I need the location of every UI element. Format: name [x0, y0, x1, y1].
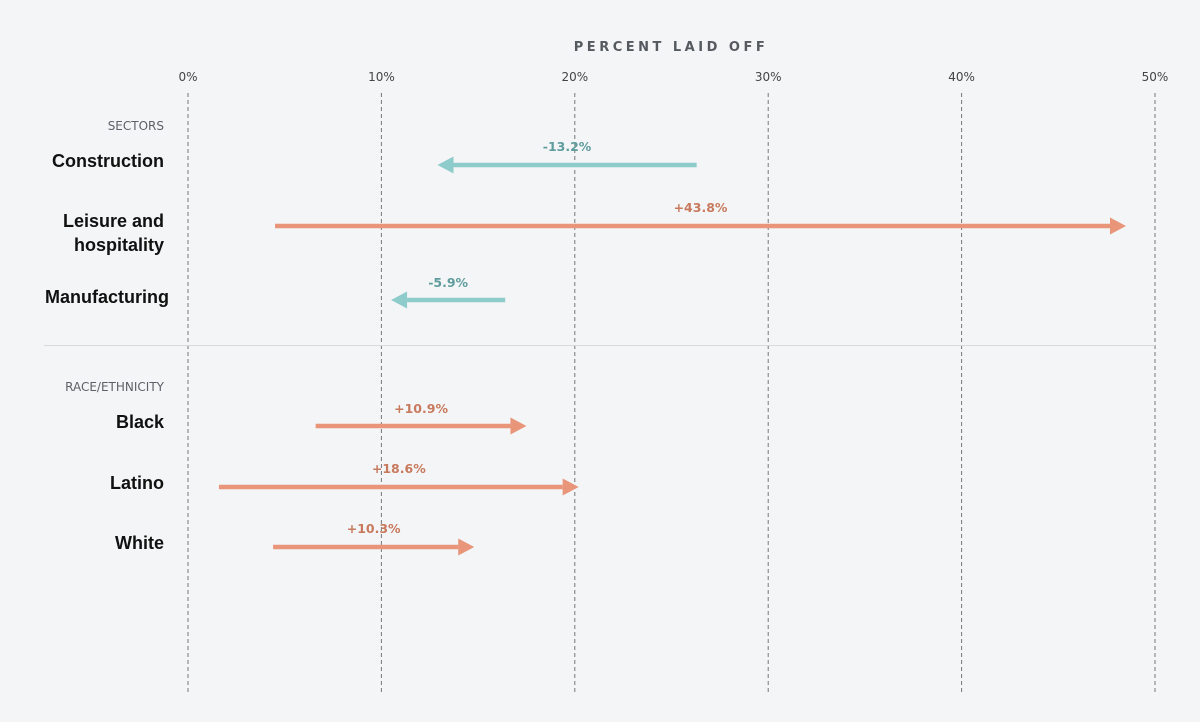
- arrow-head: [458, 538, 475, 556]
- category-label: Construction: [52, 151, 164, 171]
- x-tick-label: 40%: [948, 70, 975, 84]
- axis-title: PERCENT LAID OFF: [574, 40, 768, 55]
- row-leisure-and-hospitality: Leisure and hospitality +43.8%: [63, 200, 1126, 255]
- x-tick-label: 10%: [368, 70, 395, 84]
- group-sectors: SECTORS Construction -13.2% Leisure and hosp…: [45, 119, 1126, 309]
- x-tick-label: 20%: [561, 70, 588, 84]
- x-tick-label: 30%: [755, 70, 782, 84]
- arrow-head: [437, 156, 454, 174]
- grid-lines: [187, 93, 1156, 693]
- arrow-head: [391, 291, 408, 309]
- change-label: +10.9%: [394, 401, 448, 416]
- category-label: White: [115, 533, 164, 553]
- chart-groups: SECTORS Construction -13.2% Leisure and hosp…: [44, 119, 1155, 556]
- category-label: Manufacturing: [45, 287, 169, 307]
- change-label: +10.3%: [347, 521, 401, 536]
- x-tick-labels: 0% 10% 20% 30% 40% 50%: [178, 70, 1168, 84]
- category-label: Latino: [110, 473, 164, 493]
- row-manufacturing: Manufacturing -5.9%: [45, 275, 506, 309]
- change-label: +18.6%: [372, 461, 426, 476]
- x-tick-label: 50%: [1142, 70, 1169, 84]
- group-label: RACE/ETHNICITY: [65, 380, 165, 394]
- row-latino: Latino +18.6%: [110, 461, 579, 496]
- change-label: -5.9%: [428, 275, 468, 290]
- category-label: hospitality: [74, 235, 164, 255]
- group-label: SECTORS: [108, 119, 164, 133]
- arrow-head: [1109, 217, 1126, 235]
- group-race-ethnicity: RACE/ETHNICITY Black +10.9% Latino +18.6% Whi…: [65, 380, 579, 556]
- category-label: Black: [116, 412, 165, 432]
- row-white: White +10.3%: [115, 521, 475, 556]
- arrow-head: [562, 478, 579, 496]
- row-black: Black +10.9%: [116, 401, 527, 435]
- change-label: -13.2%: [543, 139, 592, 154]
- x-tick-label: 0%: [178, 70, 197, 84]
- change-label: +43.8%: [674, 200, 728, 215]
- arrow-head: [510, 417, 527, 435]
- category-label: Leisure and: [63, 211, 164, 231]
- row-construction: Construction -13.2%: [52, 139, 697, 174]
